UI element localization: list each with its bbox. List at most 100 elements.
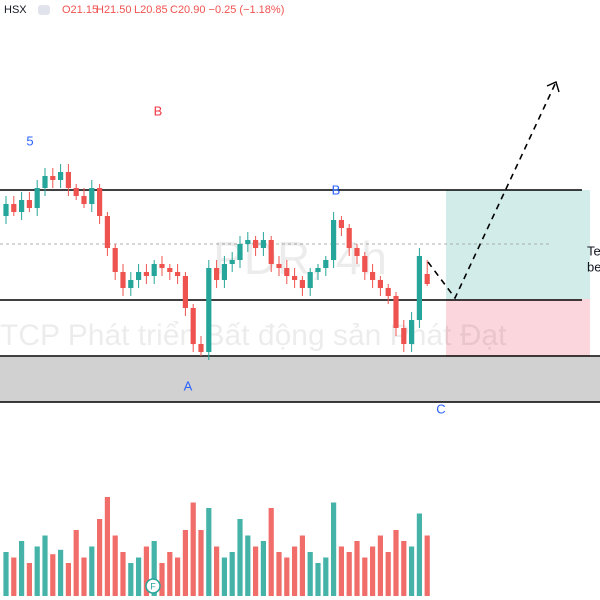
candle-body xyxy=(370,272,376,280)
volume-bar xyxy=(198,530,204,596)
side-note: be xyxy=(587,259,600,274)
support-zone xyxy=(0,357,600,402)
volume-bar xyxy=(401,541,407,596)
volume-bar xyxy=(128,563,134,596)
volume-bar xyxy=(284,557,290,596)
volume-bar xyxy=(253,546,259,596)
candle-body xyxy=(81,196,87,204)
candle-body xyxy=(26,200,32,208)
candle-body xyxy=(120,272,126,288)
candle-body xyxy=(260,240,266,248)
volume-bar xyxy=(385,552,391,596)
candle-body xyxy=(198,344,204,352)
volume-bar xyxy=(409,546,415,596)
candle-body xyxy=(42,176,48,188)
volume-bar xyxy=(159,563,165,596)
candle-body xyxy=(362,256,368,272)
candle-body xyxy=(151,264,157,276)
volume-bar xyxy=(167,552,173,596)
wave-label: C xyxy=(436,401,445,416)
candle-body xyxy=(346,228,352,248)
candle-body xyxy=(292,276,298,280)
volume-bar xyxy=(229,552,235,596)
candle-body xyxy=(159,264,165,268)
candle-body xyxy=(136,272,142,280)
volume-bar xyxy=(3,552,9,596)
volume-bar xyxy=(58,549,64,596)
volume-bar xyxy=(11,557,17,596)
volume-bar xyxy=(292,546,298,596)
volume-bar xyxy=(50,554,56,596)
low: L20.85 xyxy=(134,4,168,16)
volumes xyxy=(3,497,430,596)
candle-body xyxy=(3,204,9,216)
event-marker-label: F xyxy=(150,581,156,591)
candle-body xyxy=(416,256,422,320)
volume-bar xyxy=(416,513,422,596)
candle-body xyxy=(393,296,399,328)
volume-bar xyxy=(65,563,71,596)
candle-body xyxy=(175,272,181,276)
volume-bar xyxy=(370,546,376,596)
candle-body xyxy=(409,320,415,344)
volume-bar xyxy=(237,519,243,596)
volume-bar xyxy=(112,535,118,596)
candle-body xyxy=(229,260,235,264)
volume-bar xyxy=(331,502,337,596)
volume-bar xyxy=(104,497,110,596)
candle-body xyxy=(50,176,56,180)
close-change: C20.90 −0.25 (−1.18%) xyxy=(170,4,284,16)
candle-body xyxy=(143,272,149,276)
candle-body xyxy=(385,288,391,296)
candle-body xyxy=(299,280,305,288)
volume-bar xyxy=(97,519,103,596)
candle-body xyxy=(58,172,64,180)
volume-bar xyxy=(19,541,25,596)
candle-body xyxy=(323,260,329,268)
candle-body xyxy=(338,220,344,228)
wave-label: B xyxy=(332,182,341,197)
candle-body xyxy=(315,268,321,272)
volume-bar xyxy=(42,535,48,596)
candle-body xyxy=(190,308,196,344)
candle-body xyxy=(19,200,25,212)
volume-bar xyxy=(362,557,368,596)
candle-body xyxy=(237,244,243,260)
candle-body xyxy=(253,240,259,248)
watermark-name: TCP Phát triển Bất động sản Phát Đạt xyxy=(0,319,507,352)
volume-bar xyxy=(136,557,142,596)
event-marker[interactable] xyxy=(145,578,161,594)
candle-body xyxy=(354,248,360,256)
volume-bar xyxy=(276,552,282,596)
volume-bar xyxy=(323,557,329,596)
stop-zone xyxy=(446,299,590,360)
candle-body xyxy=(276,264,282,268)
volume-bar xyxy=(206,508,212,596)
volume-bar xyxy=(245,535,251,596)
candle-body xyxy=(268,240,274,264)
candle-body xyxy=(89,188,95,204)
volume-bar xyxy=(151,541,157,596)
candle-body xyxy=(307,272,313,288)
volume-bar xyxy=(120,552,126,596)
volume-bar xyxy=(89,546,95,596)
side-note: Te xyxy=(587,243,600,258)
toggle[interactable] xyxy=(38,5,50,15)
open: O21.15 xyxy=(62,4,98,16)
candle-body xyxy=(112,248,118,272)
high: H21.50 xyxy=(96,4,131,16)
candle-body xyxy=(245,240,251,244)
wave-label: A xyxy=(184,378,193,393)
candle-body xyxy=(331,220,337,260)
candle-body xyxy=(206,268,212,352)
wave-label: 5 xyxy=(26,133,33,148)
volume-bar xyxy=(182,530,188,596)
target-zone xyxy=(446,190,590,299)
volume-bar xyxy=(221,557,227,596)
candle-body xyxy=(377,280,383,288)
volume-bar xyxy=(424,535,430,596)
header-bg xyxy=(0,0,600,20)
candle-body xyxy=(284,268,290,276)
projection-arrow xyxy=(546,81,560,93)
